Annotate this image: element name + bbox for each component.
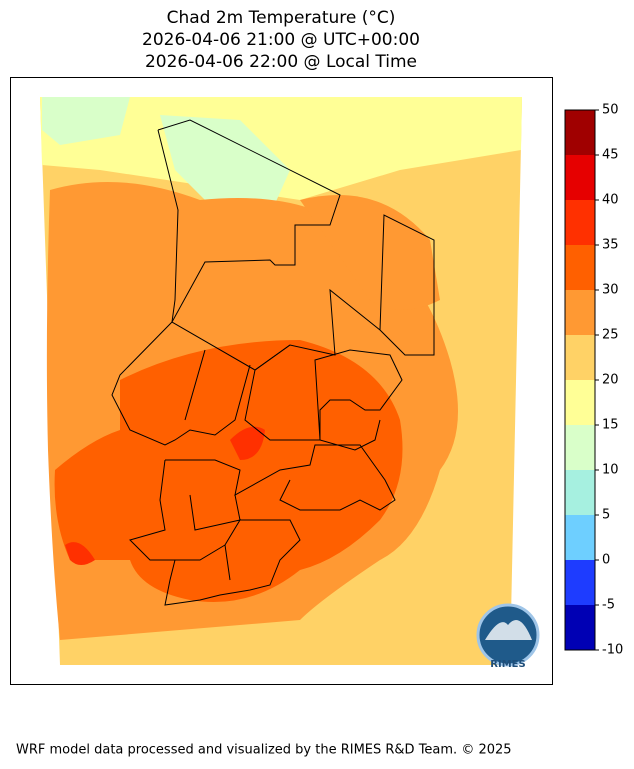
colorbar-tick-label: 50 bbox=[602, 103, 619, 118]
colorbar-bin bbox=[565, 515, 595, 560]
colorbar-tick-label: 20 bbox=[602, 373, 619, 388]
colorbar-tick-label: 25 bbox=[602, 328, 619, 343]
colorbar-bin bbox=[565, 425, 595, 470]
footer: WRF model data processed and visualized … bbox=[16, 743, 512, 758]
colorbar-bin bbox=[565, 605, 595, 650]
colorbar-tick-label: 35 bbox=[602, 238, 619, 253]
rimes-logo: RIMES bbox=[476, 603, 540, 670]
colorbar-tick-label: 30 bbox=[602, 283, 619, 298]
colorbar-bin bbox=[565, 335, 595, 380]
title-line: 2026-04-06 22:00 @ Local Time bbox=[145, 52, 417, 72]
colorbar-tick-label: -10 bbox=[602, 643, 623, 658]
colorbar-bin bbox=[565, 470, 595, 515]
colorbar-bin bbox=[565, 200, 595, 245]
colorbar-tick-label: 5 bbox=[602, 508, 610, 523]
colorbar-bin bbox=[565, 110, 595, 155]
colorbar-tick-label: 10 bbox=[602, 463, 619, 478]
colorbar-bin bbox=[565, 155, 595, 200]
colorbar-bin bbox=[565, 290, 595, 335]
title-line: Chad 2m Temperature (°C) bbox=[167, 8, 396, 28]
colorbar-bin bbox=[565, 560, 595, 605]
colorbar-bin bbox=[565, 245, 595, 290]
colorbar-tick-label: 40 bbox=[602, 193, 619, 208]
colorbar-bin bbox=[565, 380, 595, 425]
temperature-field bbox=[40, 97, 522, 665]
colorbar-tick-label: 15 bbox=[602, 418, 619, 433]
country-borders bbox=[111, 119, 435, 606]
logo-text: RIMES bbox=[490, 659, 525, 670]
colorbar-tick-label: -5 bbox=[602, 598, 615, 613]
colorbar-tick-label: 0 bbox=[602, 553, 610, 568]
title-line: 2026-04-06 21:00 @ UTC+00:00 bbox=[142, 30, 420, 50]
colorbar-tick-label: 45 bbox=[602, 148, 619, 163]
